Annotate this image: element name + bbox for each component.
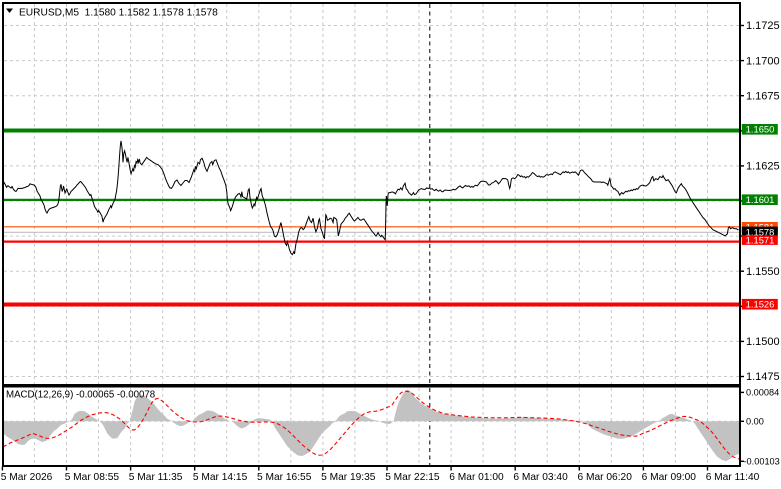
svg-text:1.1601: 1.1601 bbox=[746, 194, 775, 205]
svg-text:6 Mar 06:20: 6 Mar 06:20 bbox=[578, 472, 633, 483]
svg-text:1.1675: 1.1675 bbox=[746, 90, 780, 102]
svg-text:6 Mar 11:40: 6 Mar 11:40 bbox=[706, 472, 760, 483]
svg-text:1.1578: 1.1578 bbox=[746, 226, 775, 237]
svg-text:1.1700: 1.1700 bbox=[746, 55, 780, 67]
svg-text:1.1571: 1.1571 bbox=[746, 235, 775, 246]
svg-text:6 Mar 03:40: 6 Mar 03:40 bbox=[513, 472, 568, 483]
svg-text:1.1526: 1.1526 bbox=[746, 299, 775, 310]
svg-text:5 Mar 19:35: 5 Mar 19:35 bbox=[321, 472, 376, 483]
svg-text:5 Mar 2026: 5 Mar 2026 bbox=[1, 472, 53, 483]
svg-text:0.00: 0.00 bbox=[746, 417, 764, 427]
svg-text:5 Mar 14:15: 5 Mar 14:15 bbox=[193, 472, 248, 483]
svg-text:6 Mar 01:00: 6 Mar 01:00 bbox=[449, 472, 504, 483]
svg-text:1.1475: 1.1475 bbox=[746, 371, 780, 383]
svg-text:EURUSD,M5 1.1580 1.1582 1.157: EURUSD,M5 1.1580 1.1582 1.1578 1.1578 bbox=[19, 8, 218, 19]
svg-text:5 Mar 11:35: 5 Mar 11:35 bbox=[129, 472, 183, 483]
svg-text:1.1625: 1.1625 bbox=[746, 161, 780, 173]
svg-text:0.00084: 0.00084 bbox=[746, 388, 779, 398]
svg-text:5 Mar 16:55: 5 Mar 16:55 bbox=[257, 472, 312, 483]
svg-text:-0.00103: -0.00103 bbox=[744, 457, 780, 467]
svg-text:5 Mar 08:55: 5 Mar 08:55 bbox=[65, 472, 120, 483]
svg-text:6 Mar 09:00: 6 Mar 09:00 bbox=[642, 472, 697, 483]
svg-text:1.1650: 1.1650 bbox=[746, 124, 775, 135]
svg-text:1.1725: 1.1725 bbox=[746, 20, 780, 32]
svg-text:MACD(12,26,9) -0.00065 -0.0007: MACD(12,26,9) -0.00065 -0.00078 bbox=[6, 390, 155, 401]
svg-text:1.1500: 1.1500 bbox=[746, 336, 780, 348]
svg-text:5 Mar 22:15: 5 Mar 22:15 bbox=[385, 472, 440, 483]
svg-text:1.1550: 1.1550 bbox=[746, 266, 780, 278]
